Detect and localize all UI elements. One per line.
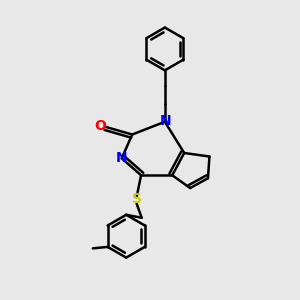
Text: N: N <box>116 151 127 165</box>
Text: S: S <box>132 192 142 206</box>
Text: N: N <box>160 114 171 128</box>
Text: O: O <box>94 119 106 133</box>
